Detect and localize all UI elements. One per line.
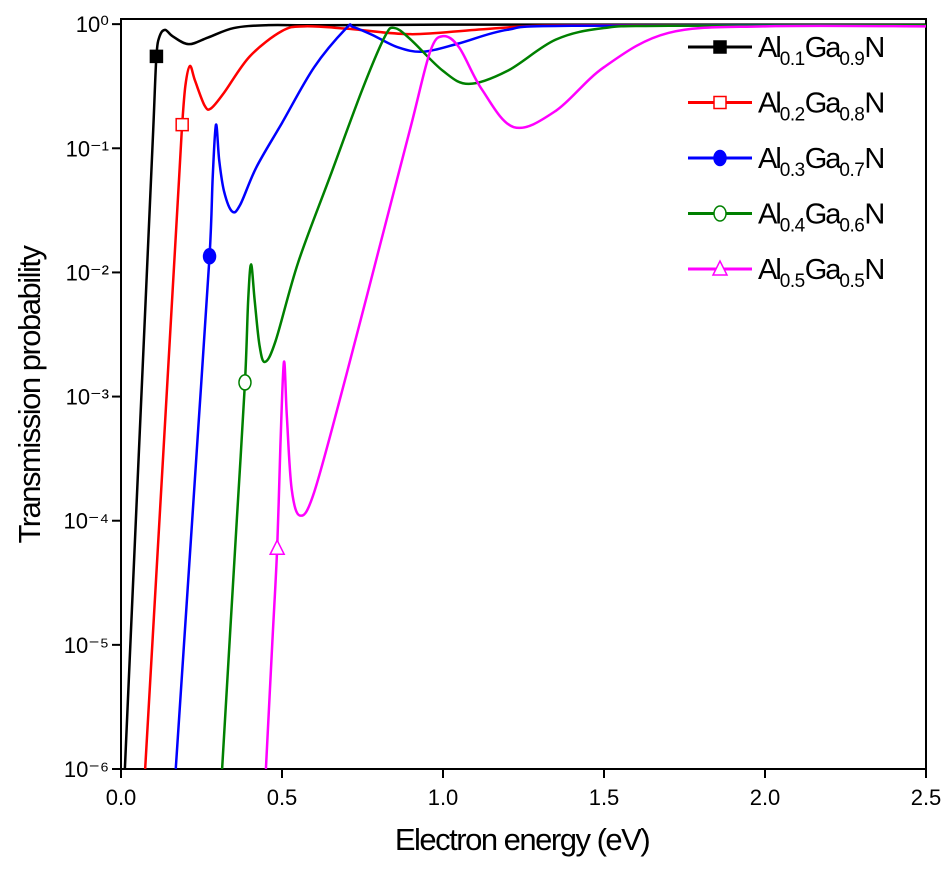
- plot-area: [123, 23, 926, 769]
- y-tick-label: 10⁻⁶: [64, 757, 109, 782]
- x-tick-label: 0.5: [267, 785, 298, 810]
- x-tick-label: 1.5: [589, 785, 620, 810]
- marker: [175, 117, 189, 132]
- x-tick-label: 2.0: [750, 785, 781, 810]
- legend-label: Al0.4Ga0.6N: [758, 199, 883, 237]
- marker: [238, 374, 252, 391]
- series-line: [174, 23, 926, 769]
- marker: [713, 205, 727, 222]
- x-tick-label: 2.5: [911, 785, 942, 810]
- y-tick-label: 10⁻²: [66, 260, 109, 285]
- marker: [711, 259, 729, 276]
- y-tick-label: 10⁻¹: [66, 136, 109, 161]
- series-line: [264, 24, 926, 769]
- marker: [268, 538, 286, 556]
- marker: [713, 95, 727, 110]
- plot-frame: [120, 18, 927, 770]
- legend-label: Al0.5Ga0.5N: [758, 254, 883, 292]
- series-line: [143, 23, 926, 769]
- y-axis-title: Transmission probability: [12, 244, 47, 543]
- series-line: [123, 23, 926, 769]
- x-axis-title: Electron energy (eV): [395, 822, 649, 857]
- marker: [713, 40, 727, 54]
- marker: [713, 149, 727, 167]
- y-tick-label: 10⁻³: [66, 385, 109, 410]
- marker: [149, 49, 164, 64]
- marker: [202, 247, 217, 265]
- legend-label: Al0.3Ga0.7N: [758, 143, 883, 181]
- series-line: [220, 23, 926, 769]
- legend-label: Al0.2Ga0.8N: [758, 88, 883, 126]
- y-tick-label: 10⁰: [76, 12, 109, 37]
- x-tick-label: 0.0: [106, 785, 137, 810]
- x-tick-label: 1.0: [428, 785, 459, 810]
- y-tick-label: 10⁻⁵: [64, 633, 109, 658]
- legend-label: Al0.1Ga0.9N: [758, 32, 883, 70]
- y-tick-label: 10⁻⁴: [63, 509, 109, 534]
